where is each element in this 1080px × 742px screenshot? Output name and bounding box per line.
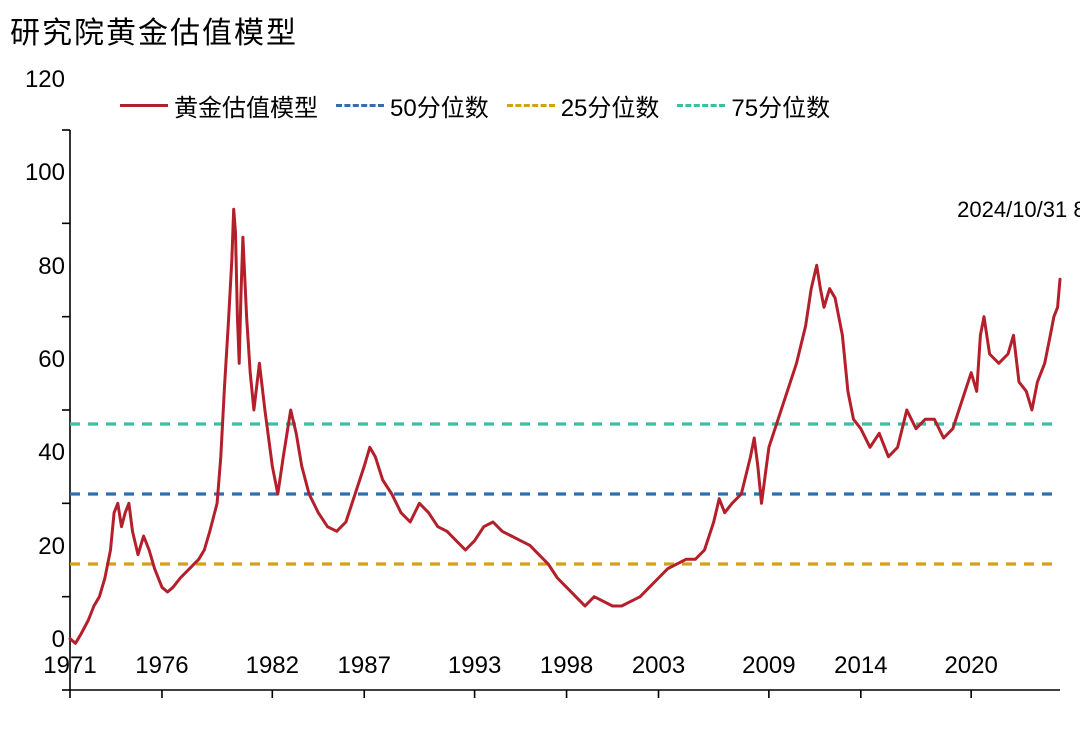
legend-swatch [120, 104, 168, 107]
x-tick-label: 1971 [43, 652, 96, 680]
x-tick-label: 1993 [448, 652, 501, 680]
legend-swatch [677, 104, 725, 107]
y-tick-label: 20 [38, 533, 65, 561]
legend-item: 黄金估值模型 [120, 88, 318, 123]
x-tick-label: 2009 [742, 652, 795, 680]
legend-swatch [336, 104, 384, 107]
y-tick-label: 100 [25, 159, 65, 187]
legend-label: 50分位数 [390, 88, 489, 123]
legend: 黄金估值模型 50分位数 25分位数 75分位数 [120, 88, 848, 123]
x-tick-label: 1982 [246, 652, 299, 680]
y-tick-label: 60 [38, 346, 65, 374]
x-tick-label: 2003 [632, 652, 685, 680]
chart-container: 研究院黄金估值模型 黄金估值模型 50分位数 25分位数 75分位数 2024/10/… [0, 0, 1080, 692]
x-tick-label: 1998 [540, 652, 593, 680]
y-tick-label: 120 [25, 66, 65, 94]
y-tick-label: 0 [52, 626, 65, 654]
legend-label: 75分位数 [731, 88, 830, 123]
x-tick-label: 2014 [834, 652, 887, 680]
legend-label: 黄金估值模型 [174, 88, 318, 123]
y-tick-label: 40 [38, 439, 65, 467]
legend-item: 25分位数 [507, 88, 660, 123]
legend-item: 50分位数 [336, 88, 489, 123]
y-tick-label: 80 [38, 253, 65, 281]
line-chart [0, 50, 1080, 742]
chart-title: 研究院黄金估值模型 [10, 8, 298, 52]
last-point-annotation: 2024/10/31 88 [957, 197, 1080, 223]
x-tick-label: 1987 [338, 652, 391, 680]
legend-swatch [507, 104, 555, 107]
legend-label: 25分位数 [561, 88, 660, 123]
x-tick-label: 1976 [135, 652, 188, 680]
x-tick-label: 2020 [944, 652, 997, 680]
legend-item: 75分位数 [677, 88, 830, 123]
